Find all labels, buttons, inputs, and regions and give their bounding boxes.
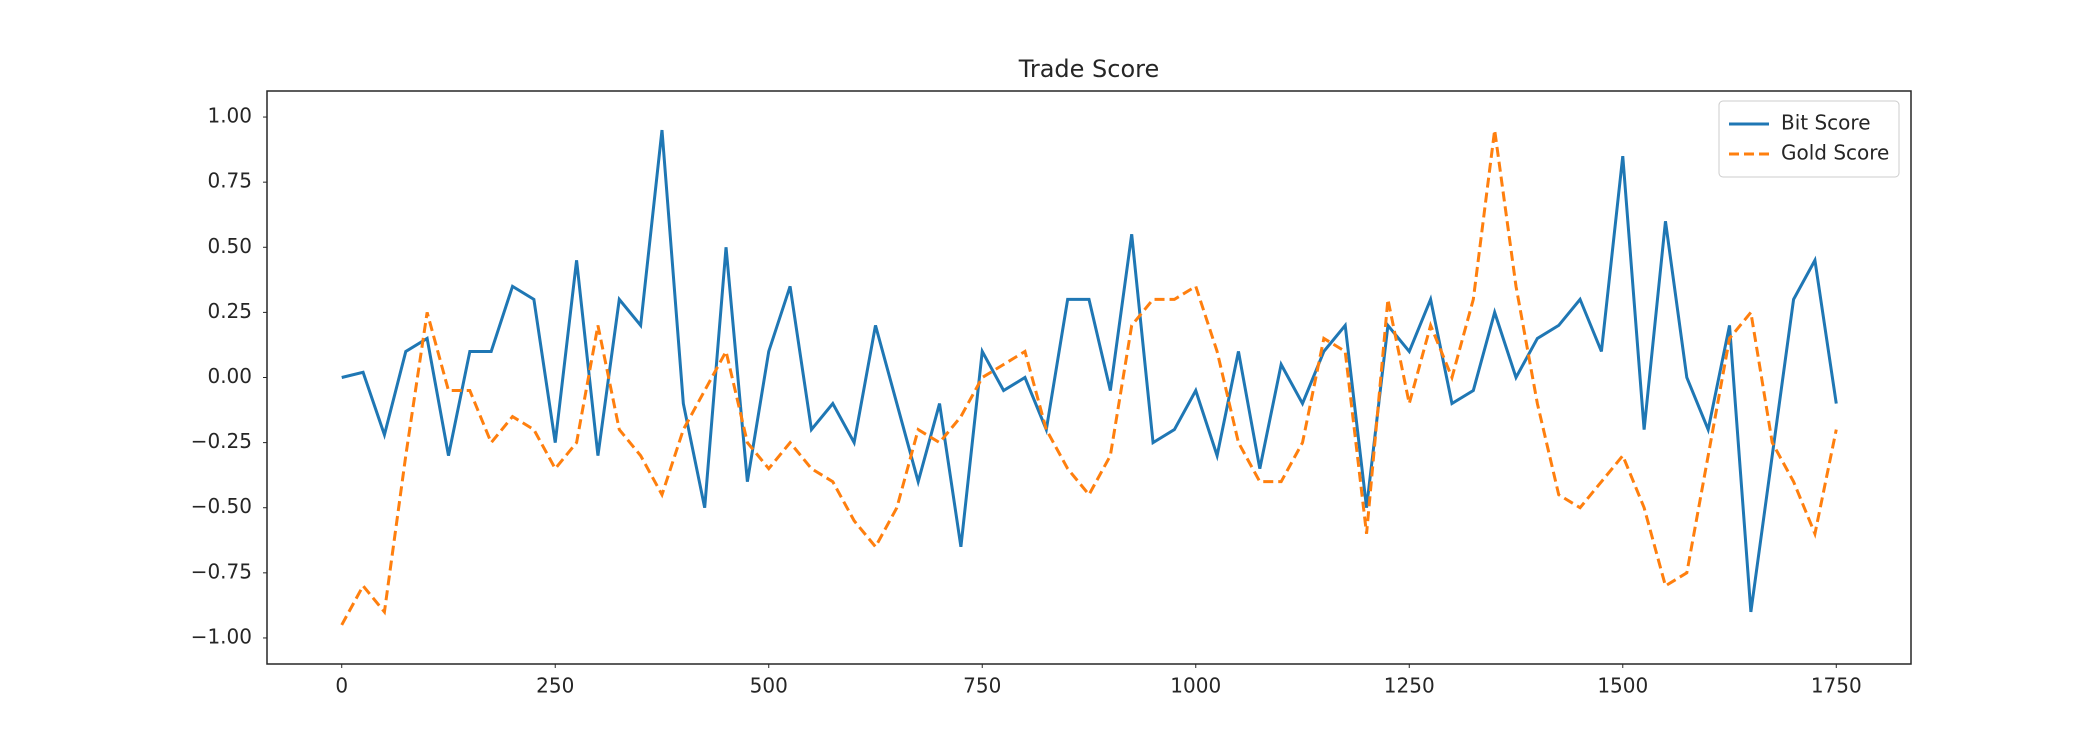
line-series: [340, 129, 1838, 626]
chart-title: Trade Score: [1018, 55, 1160, 83]
y-tick-label: 1.00: [207, 104, 252, 128]
y-tick-label: 0.75: [207, 169, 252, 193]
legend-box: [1718, 100, 1900, 178]
legend-label: Bit Score: [1781, 111, 1871, 135]
y-tick-label: −1.00: [191, 624, 252, 648]
x-tick-label: 750: [963, 674, 1001, 698]
x-tick-label: 1250: [1384, 674, 1435, 698]
y-tick-label: 0.00: [207, 364, 252, 388]
x-tick-label: 0: [335, 674, 348, 698]
y-tick-label: −0.50: [191, 494, 252, 518]
y-tick-label: 0.50: [207, 234, 252, 258]
y-tick-label: 0.25: [207, 299, 252, 323]
line-series: [341, 129, 1838, 613]
x-tick-label: 250: [536, 674, 574, 698]
x-tick-label: 1500: [1597, 674, 1648, 698]
legend-label: Gold Score: [1781, 141, 1889, 165]
x-tick-label: 500: [750, 674, 788, 698]
x-tick-label: 1750: [1811, 674, 1862, 698]
y-tick-label: −0.75: [191, 559, 252, 583]
x-tick-label: 1000: [1170, 674, 1221, 698]
y-tick-label: −0.25: [191, 429, 252, 453]
